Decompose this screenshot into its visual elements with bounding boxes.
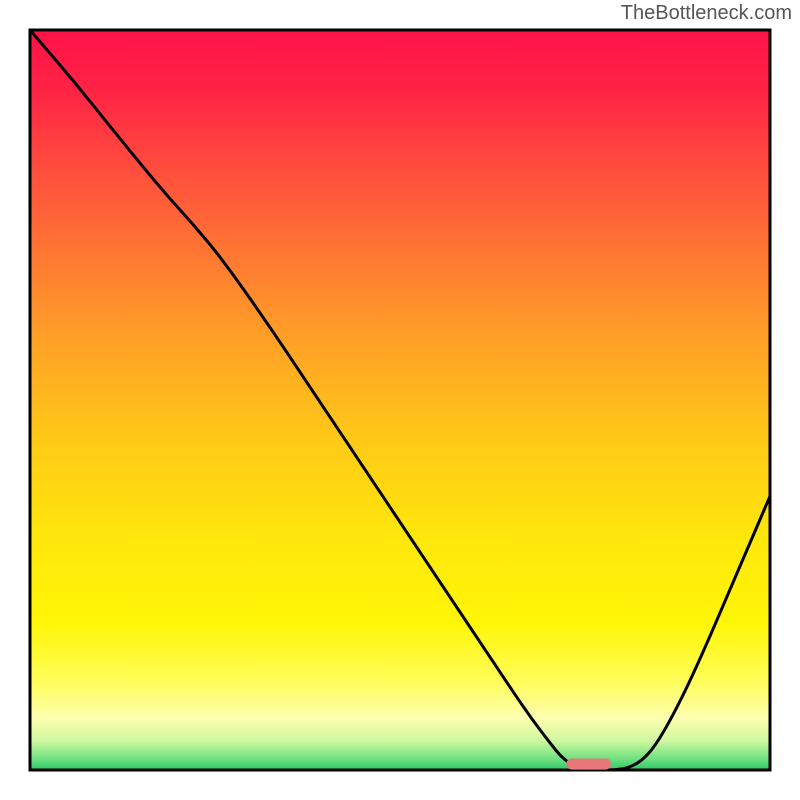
chart-svg: [0, 0, 800, 800]
bottleneck-chart: TheBottleneck.com: [0, 0, 800, 800]
optimal-marker: [567, 759, 611, 770]
watermark-text: TheBottleneck.com: [621, 2, 792, 25]
plot-background: [30, 30, 770, 770]
